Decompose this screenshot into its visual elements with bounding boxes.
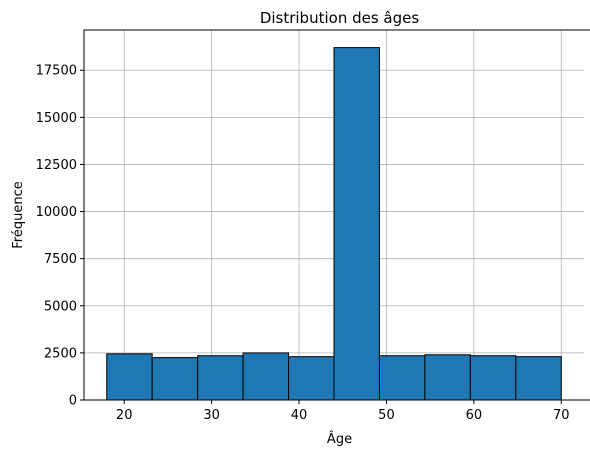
- histogram-bar: [333, 47, 380, 401]
- x-tick-label: 70: [553, 408, 570, 423]
- x-tick-label: 60: [466, 408, 483, 423]
- histogram-bar: [106, 353, 153, 401]
- y-tick-label: 2500: [44, 346, 77, 361]
- bars-layer: [106, 47, 562, 401]
- y-tick-label: 0: [69, 394, 77, 409]
- y-tick-label: 10000: [36, 205, 77, 220]
- y-tick-label: 7500: [44, 252, 77, 267]
- histogram-bar: [424, 354, 471, 401]
- histogram-bar: [151, 357, 199, 401]
- x-tick-label: 50: [378, 408, 395, 423]
- y-axis-label: Fréquence: [11, 181, 26, 248]
- y-tick-label: 17500: [36, 64, 77, 79]
- ticks-layer: 20 30 40 50 60 70 0 2500 5000 7500 10000 12500 15000…: [36, 64, 570, 423]
- x-axis-label: Âge: [327, 431, 352, 447]
- plot-frame: [83, 29, 590, 401]
- histogram-bar: [515, 356, 562, 401]
- histogram-bar: [242, 352, 290, 401]
- chart-title: Distribution des âges: [260, 9, 420, 27]
- y-tick-label: 5000: [44, 299, 77, 314]
- x-tick-label: 30: [203, 408, 220, 423]
- x-tick-label: 20: [116, 408, 133, 423]
- histogram-bar: [288, 356, 335, 401]
- histogram-bar: [197, 355, 244, 401]
- histogram-bar: [469, 355, 517, 401]
- histogram-bar: [378, 355, 426, 401]
- y-tick-label: 12500: [36, 158, 77, 173]
- y-tick-label: 15000: [36, 111, 77, 126]
- x-tick-label: 40: [291, 408, 308, 423]
